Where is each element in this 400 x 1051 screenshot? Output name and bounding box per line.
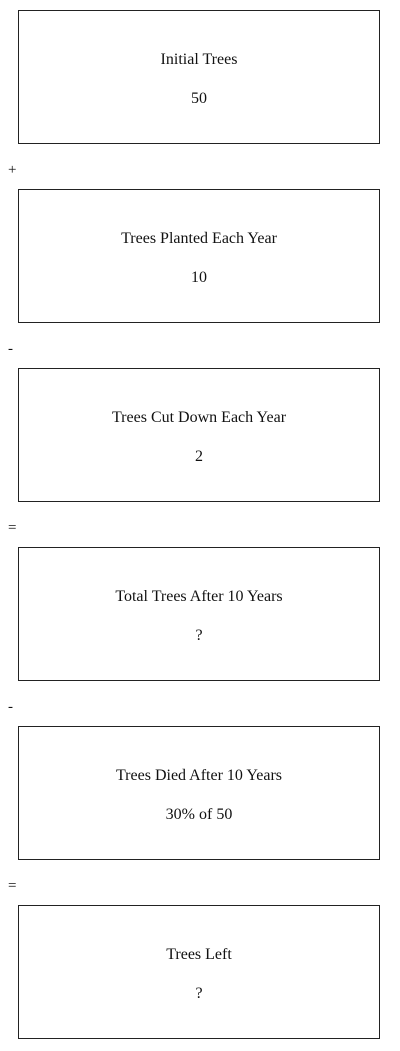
operator-equals: = — [8, 520, 17, 536]
operator-minus: - — [8, 699, 13, 715]
operator-equals: = — [8, 878, 17, 894]
operator-plus: + — [8, 162, 17, 178]
box-title: Initial Trees — [160, 51, 238, 68]
box-title: Trees Cut Down Each Year — [111, 409, 287, 426]
box-value: ? — [195, 985, 203, 1002]
box-value: 10 — [191, 269, 207, 286]
box-trees-planted: Trees Planted Each Year 10 — [18, 189, 380, 323]
box-total-trees: Total Trees After 10 Years ? — [18, 547, 380, 681]
box-title: Trees Planted Each Year — [121, 230, 277, 247]
box-title: Trees Died After 10 Years — [115, 767, 283, 784]
box-value: 50 — [191, 90, 207, 107]
box-value: ? — [195, 627, 203, 644]
box-trees-left: Trees Left ? — [18, 905, 380, 1039]
box-trees-died: Trees Died After 10 Years 30% of 50 — [18, 726, 380, 860]
box-initial-trees: Initial Trees 50 — [18, 10, 380, 144]
box-title: Total Trees After 10 Years — [115, 588, 283, 605]
box-value: 30% of 50 — [165, 806, 233, 823]
box-trees-cut-down: Trees Cut Down Each Year 2 — [18, 368, 380, 502]
operator-minus: - — [8, 341, 13, 357]
box-title: Trees Left — [166, 946, 232, 963]
box-value: 2 — [195, 448, 203, 465]
